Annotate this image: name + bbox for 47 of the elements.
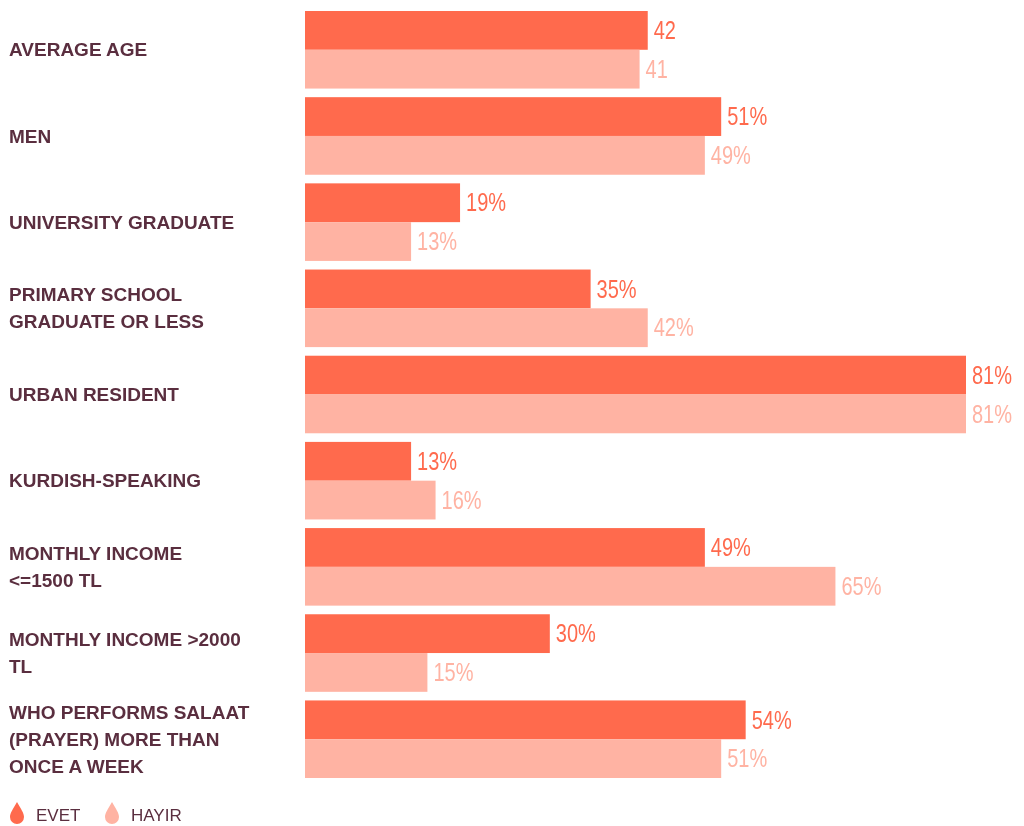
data-label: 35% <box>596 275 637 304</box>
bar <box>305 222 412 261</box>
y-tick-label: PRIMARY SCHOOL GRADUATE OR LESS <box>9 284 204 333</box>
bar <box>305 480 436 520</box>
legend-label: HAYIR <box>131 805 182 825</box>
bar <box>305 49 640 89</box>
data-label: 49% <box>710 534 751 562</box>
data-label: 51% <box>727 745 768 773</box>
data-label: 42 <box>653 17 676 45</box>
data-label: 42% <box>653 314 694 342</box>
bar <box>305 355 966 395</box>
data-label: 13% <box>417 228 458 256</box>
bar <box>305 566 836 606</box>
bar <box>305 614 550 654</box>
bar <box>305 700 746 740</box>
data-label: 81% <box>972 361 1013 390</box>
bar <box>305 135 705 175</box>
data-label: 15% <box>433 659 474 687</box>
bar <box>305 269 591 309</box>
y-tick-label: KURDISH-SPEAKING <box>9 470 202 492</box>
bar <box>305 528 705 567</box>
bar <box>305 739 722 778</box>
y-tick-label: URBAN RESIDENT <box>9 384 180 406</box>
bar <box>305 653 428 692</box>
data-label: 30% <box>555 620 596 648</box>
legend-label: EVET <box>36 805 81 825</box>
y-tick-label: UNIVERSITY GRADUATE <box>9 211 235 233</box>
data-label: 51% <box>727 103 768 131</box>
y-tick-label: MONTHLY INCOME >2000 TL <box>9 629 241 678</box>
bar <box>305 308 648 348</box>
bar <box>305 97 722 136</box>
data-label: 41 <box>645 55 668 84</box>
y-tick-label: MONTHLY INCOME <=1500 TL <box>9 543 183 592</box>
data-label: 19% <box>466 189 507 218</box>
data-label: 16% <box>441 486 482 515</box>
bar <box>305 11 648 50</box>
data-label: 65% <box>841 572 882 601</box>
bar <box>305 394 966 434</box>
data-label: 49% <box>710 142 751 170</box>
y-tick-label: AVERAGE AGE <box>9 39 148 61</box>
bar <box>305 183 461 223</box>
data-label: 54% <box>751 706 792 735</box>
data-label: 81% <box>972 400 1013 429</box>
data-label: 13% <box>417 447 458 476</box>
bar <box>305 441 412 481</box>
y-tick-label: WHO PERFORMS SALAAT (PRAYER) MORE THAN ONCE A WEEK <box>9 701 250 777</box>
y-tick-label: MEN <box>9 125 52 147</box>
